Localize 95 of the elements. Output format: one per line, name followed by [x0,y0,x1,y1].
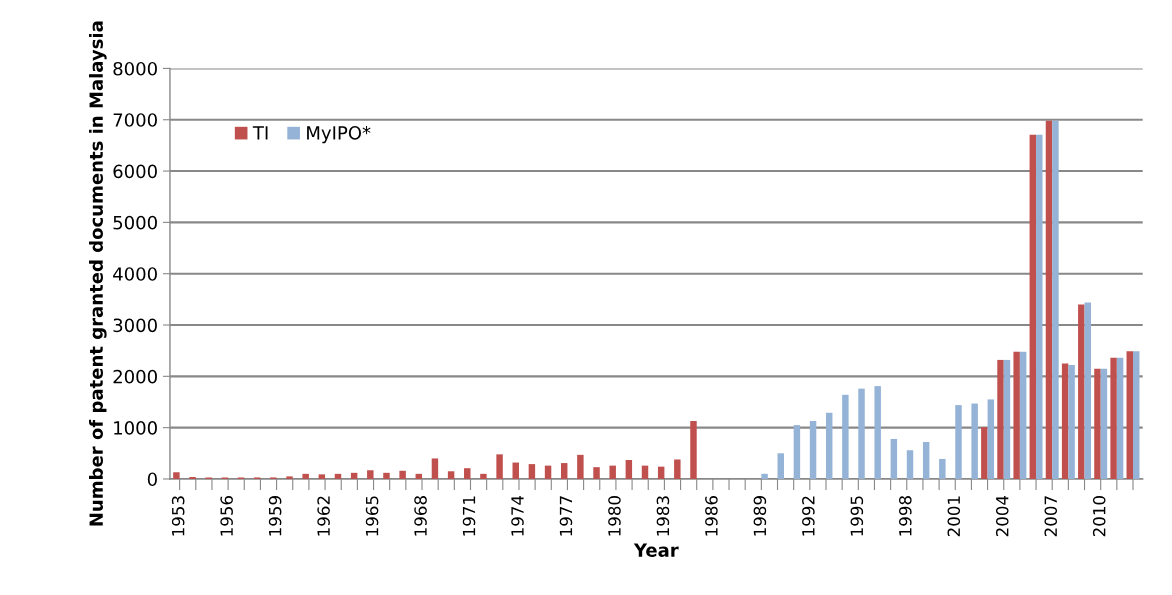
y-tick-label: 0 [147,472,157,487]
x-tick-label: 2010 [1092,496,1106,537]
bar [922,442,930,479]
x-tick-label: 1986 [705,496,718,536]
bar [544,465,552,479]
bar [858,388,865,479]
bar [302,473,309,479]
bar [286,476,293,479]
bar [318,474,326,479]
bar [447,471,455,479]
x-tick-label: 1998 [899,496,912,536]
bar [512,462,519,479]
bar [1013,351,1020,479]
bar [1045,120,1053,479]
bar [1110,357,1117,479]
y-tick-label: 5000 [113,215,157,230]
bar [1094,368,1101,479]
bar [173,472,180,479]
bar [415,473,423,479]
y-tick-label: 1000 [114,421,157,435]
bar [981,427,988,479]
bar [1019,351,1027,479]
bar [1078,304,1085,479]
x-tick-label: 2004 [995,495,1009,537]
bar [690,420,697,479]
bar [367,470,374,479]
bar [890,438,898,479]
x-tick-label: 1965 [365,496,379,536]
bar [825,412,833,479]
bar [1116,357,1124,479]
legend-label: TI [252,126,268,140]
x-tick-label: 2007 [1044,496,1058,537]
legend-label: MyIPO* [307,126,371,144]
y-tick-label: 6000 [113,164,157,179]
bar [657,466,665,479]
bar [1100,368,1108,479]
y-tick-label: 4000 [113,267,157,281]
bar [987,399,995,479]
bar [1036,134,1043,479]
bar [625,459,633,479]
bar [480,473,487,479]
bar [971,403,978,479]
bar [1068,365,1075,479]
bar [350,472,358,479]
x-tick-label: 1971 [462,496,476,536]
x-tick-label: 1980 [608,496,621,536]
bar [577,454,584,479]
x-tick-label: 1968 [414,496,427,536]
bar [464,468,471,479]
bar [1133,351,1140,479]
bar [997,359,1004,479]
x-tick-label: 1995 [850,496,864,536]
y-axis-title: Number of patent granted documents in Malaysia [89,21,107,526]
x-tick-label: 1962 [317,496,330,536]
bar [641,465,649,479]
bar [1126,351,1133,479]
x-axis-title: Year [633,543,679,557]
bar [906,450,914,479]
bar [431,458,439,479]
bar [496,454,503,479]
bar [593,467,600,479]
bar [560,463,568,479]
bar [809,420,817,479]
y-tick-label: 8000 [113,61,157,76]
bar [955,405,962,479]
y-tick-label: 2000 [113,369,157,384]
x-tick-label: 1953 [171,496,185,536]
bar [334,473,342,479]
bar [842,394,849,479]
bar [874,386,881,479]
bar [609,465,616,479]
x-tick-label: 2001 [947,496,961,537]
x-tick-label: 1983 [656,496,670,536]
bar [939,458,946,479]
bar [761,473,768,479]
x-tick-label: 1977 [559,496,573,536]
bar [528,464,536,479]
bar [1061,363,1069,479]
y-tick-label: 3000 [113,318,157,333]
bar [189,476,196,479]
bar [777,453,784,479]
x-tick-label: 1992 [802,496,815,536]
bar [383,472,390,479]
x-tick-label: 1959 [268,496,282,536]
bar [399,470,406,479]
x-tick-label: 1974 [511,495,524,536]
x-tick-label: 1989 [753,496,767,536]
bar [674,459,681,479]
bar [1029,134,1037,479]
bar [1084,302,1091,479]
bar [793,425,801,479]
bar [1052,120,1059,479]
y-tick-label: 7000 [113,113,157,127]
x-tick-label: 1956 [220,496,233,536]
bar [1003,359,1011,479]
